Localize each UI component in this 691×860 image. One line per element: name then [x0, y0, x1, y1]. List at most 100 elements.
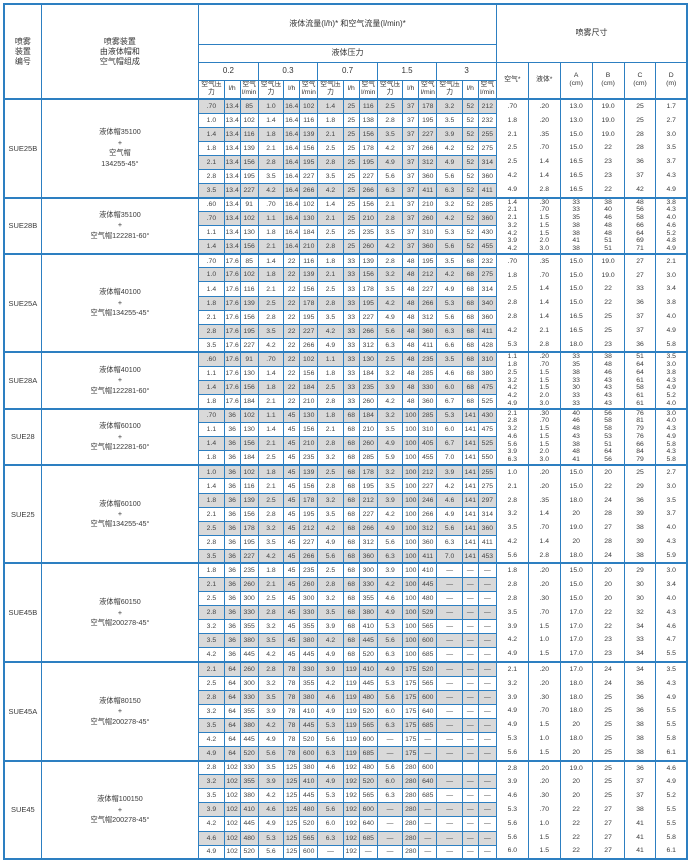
flow-cell: 4.9 — [317, 703, 344, 719]
dim-cell: 19.0 19.0 22 22 25 25 23 — [591, 252, 625, 353]
flow-cell: 175 — [402, 689, 420, 705]
dim-cell: 2.8 3.9 4.6 5.3 5.6 5.6 6.0 — [495, 759, 529, 860]
flow-cell: 33 — [342, 252, 360, 269]
flow-cell: 68 — [342, 548, 360, 564]
flow-cell: 4.2 — [317, 633, 344, 649]
dim-cell: 27 27 33 36 37 37 36 — [623, 252, 657, 353]
flow-cell: 22 — [283, 365, 301, 382]
flow-cell: 2.8 — [198, 759, 225, 776]
dim-cell: 33 35 38 33 30 33 33 — [559, 351, 593, 410]
flow-cell — [436, 759, 463, 776]
flow-cell: — — [436, 802, 463, 818]
flow-cell: 445 — [358, 633, 378, 649]
flow-cell: 275 — [477, 267, 497, 283]
flow-cell: 3.5 — [376, 422, 404, 438]
flow-cell: — — [477, 802, 497, 818]
flow-cell: 4.9 — [436, 281, 463, 297]
flow-cell: 314 — [477, 154, 497, 170]
flow-cell: 227 — [418, 126, 438, 142]
flow-cell: — — [376, 746, 404, 762]
flow-cell: 156 — [358, 126, 378, 142]
dim-cell: 34 36 36 36 38 38 38 — [623, 661, 657, 762]
flow-cell: 1.8 — [198, 492, 225, 508]
flow-cell: 1.8 — [198, 394, 225, 410]
flow-cell: 2.5 — [257, 492, 285, 508]
flow-cell: 36 — [223, 577, 241, 593]
header-pressure-1: 0.2 — [198, 61, 259, 81]
flow-cell: 195 — [239, 534, 259, 550]
device-cap: 液体帽80150 + 空气帽200278-45° — [40, 661, 200, 762]
flow-cell: 36 — [223, 450, 241, 466]
flow-cell: 640 — [358, 816, 378, 832]
flow-cell: — — [376, 844, 404, 860]
flow-cell: 195 — [299, 154, 319, 170]
flow-cell: 227 — [239, 337, 259, 353]
flow-cell: 68 — [342, 506, 360, 522]
flow-cell: 380 — [358, 605, 378, 621]
flow-cell: 445 — [239, 731, 259, 748]
flow-cell: — — [477, 689, 497, 705]
flow-cell: 3.5 — [317, 309, 344, 325]
flow-cell: 4.9 — [376, 661, 404, 677]
flow-cell: 330 — [239, 605, 259, 621]
flow-cell: 2.5 — [376, 97, 404, 114]
dim-cell: 3.8 4.3 4.0 4.6 5.2 4.8 4.9 — [655, 196, 688, 255]
flow-cell: 17.6 — [223, 337, 241, 353]
flow-cell: 445 — [299, 647, 319, 663]
flow-cell: 4.9 — [376, 154, 404, 170]
device-id: SUE28 — [3, 407, 42, 466]
flow-cell: — — [418, 802, 438, 818]
header-air-lmin: 空气 l/min — [477, 79, 497, 100]
flow-cell: — — [436, 605, 463, 621]
flow-cell: 184 — [239, 394, 259, 410]
flow-cell: 6.3 — [317, 830, 344, 846]
flow-cell: 4.2 — [376, 295, 404, 311]
flow-cell: 235 — [299, 562, 319, 579]
flow-cell: 100 — [402, 605, 420, 621]
flow-cell: 3.5 — [317, 605, 344, 621]
flow-cell: 4.2 — [317, 182, 344, 199]
flow-cell: 17.6 — [223, 380, 241, 396]
flow-cell: 2.5 — [317, 225, 344, 241]
flow-cell: 520 — [418, 661, 438, 677]
flow-cell: 3.5 — [317, 506, 344, 522]
flow-cell: 445 — [418, 577, 438, 593]
flow-cell: 36 — [223, 605, 241, 621]
header-lh: l/h — [342, 79, 360, 100]
flow-cell: 2.8 — [198, 534, 225, 550]
header-air-pressure: 空气压力 — [436, 79, 463, 100]
flow-cell: 184 — [239, 450, 259, 466]
flow-cell: 4.9 — [317, 534, 344, 550]
flow-cell: 33 — [342, 365, 360, 382]
flow-cell: 16.4 — [283, 97, 301, 114]
flow-cell: 175 — [402, 731, 420, 748]
flow-cell: 68 — [461, 267, 479, 283]
flow-cell: 33 — [342, 309, 360, 325]
flow-cell: 3.9 — [376, 492, 404, 508]
flow-cell: 520 — [358, 647, 378, 663]
flow-cell: 37 — [402, 182, 420, 199]
flow-cell: 52 — [461, 112, 479, 128]
flow-cell: 212 — [358, 492, 378, 508]
flow-cell: 2.1 — [198, 661, 225, 677]
flow-cell: 3.5 — [317, 168, 344, 184]
flow-cell: 3.5 — [257, 323, 285, 339]
flow-cell: 330 — [299, 605, 319, 621]
flow-cell: 156 — [299, 365, 319, 382]
flow-cell: 125 — [283, 844, 301, 860]
flow-cell: 685 — [418, 717, 438, 733]
header-c-cm: C (cm) — [623, 61, 657, 100]
flow-cell: 1.1 — [198, 225, 225, 241]
flow-cell: — — [477, 562, 497, 579]
flow-cell: 22 — [283, 295, 301, 311]
flow-cell: 1.0 — [198, 463, 225, 480]
flow-cell: 600 — [299, 746, 319, 762]
flow-cell: 280 — [402, 759, 420, 776]
flow-cell: 300 — [239, 591, 259, 607]
flow-cell: 5.3 — [376, 619, 404, 635]
flow-cell: 360 — [418, 323, 438, 339]
flow-cell: 52 — [461, 211, 479, 227]
flow-cell: 480 — [418, 591, 438, 607]
flow-cell: 22 — [283, 281, 301, 297]
flow-cell: 445 — [239, 816, 259, 832]
